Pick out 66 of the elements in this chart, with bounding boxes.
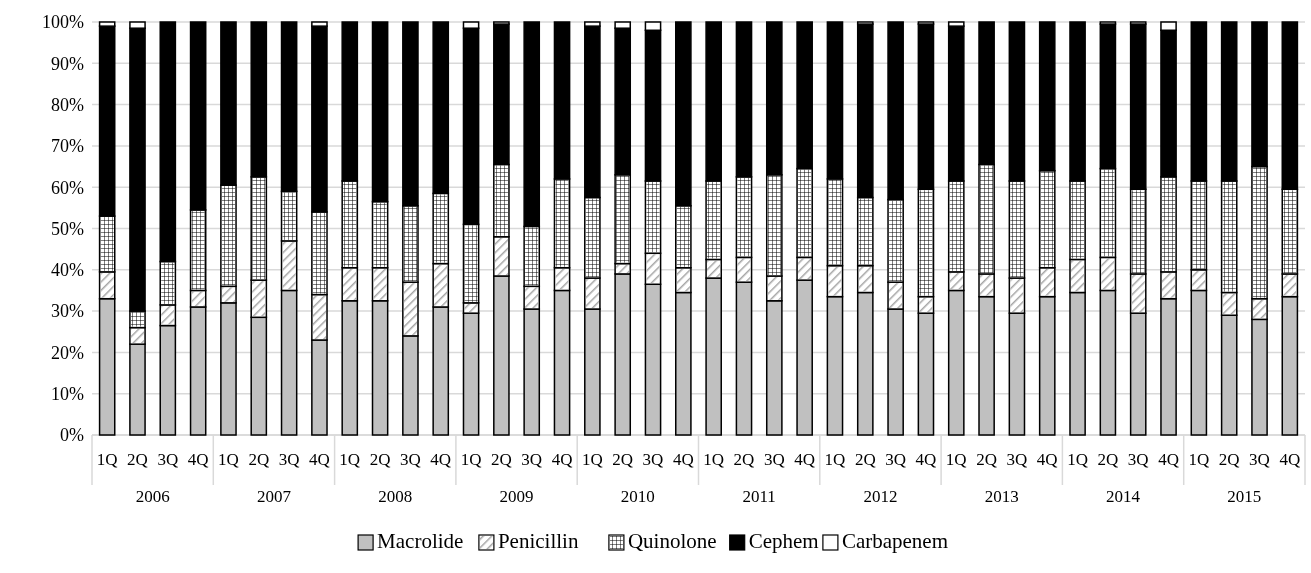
x-tick-label: 1Q (703, 450, 725, 469)
x-tick-label: 4Q (1158, 450, 1179, 469)
x-tick-label: 3Q (885, 450, 906, 469)
legend-label: Carbapenem (841, 529, 949, 553)
y-tick-label: 100% (42, 12, 84, 33)
y-tick-label: 90% (51, 53, 84, 74)
y-tick-label: 20% (51, 342, 84, 363)
y-tick-label: 70% (51, 136, 84, 157)
x-tick-label: 3Q (278, 450, 300, 469)
x-tick-label: 2Q (1218, 450, 1240, 469)
text: 2013 (984, 487, 1019, 506)
text: 2009 (499, 487, 534, 506)
x-tick-label: 2Q (854, 450, 876, 469)
text: 2007 (256, 487, 292, 506)
x-tick-label: 1Q (824, 450, 846, 469)
x-tick-label: 1Q (96, 450, 118, 469)
y-tick-label: 60% (51, 177, 84, 198)
x-tick-label: 4Q (915, 450, 937, 469)
text: 2012 (863, 487, 898, 506)
x-tick-label: 1Q (945, 450, 967, 469)
x-tick-label: 4Q (309, 450, 330, 469)
legend-label: Penicillin (497, 529, 579, 553)
text: 2015 (1227, 487, 1262, 506)
x-tick-label: 3Q (157, 450, 179, 469)
y-tick-label: 40% (51, 260, 84, 281)
x-tick-label: 4Q (794, 450, 816, 469)
x-tick-label: 1Q (1188, 450, 1210, 469)
text: 2008 (378, 487, 413, 506)
x-tick-label: 3Q (400, 450, 421, 469)
y-tick-label: 30% (51, 301, 84, 322)
y-tick-label: 80% (51, 94, 84, 115)
y-tick-label: 0% (60, 425, 84, 446)
y-tick-label: 10% (51, 384, 84, 404)
x-tick-label: 2Q (733, 450, 755, 469)
x-tick-label: 1Q (339, 450, 361, 469)
legend-label: Quinolone (627, 529, 717, 553)
x-tick-label: 2Q (491, 450, 512, 469)
x-tick-label: 2Q (248, 450, 270, 469)
x-tick-label: 1Q (218, 450, 239, 469)
text: 2011 (742, 487, 776, 506)
x-tick-label: 3Q (642, 450, 664, 469)
x-tick-label: 4Q (672, 450, 694, 469)
text: 2014 (1106, 487, 1141, 506)
y-tick-label: 50% (51, 218, 84, 239)
x-tick-label: 4Q (187, 450, 209, 469)
text: 2010 (620, 487, 655, 506)
x-tick-label: 3Q (1127, 450, 1149, 469)
x-tick-label: 2Q (1097, 450, 1119, 469)
x-tick-label: 2Q (976, 450, 997, 469)
x-tick-label: 3Q (521, 450, 543, 469)
x-tick-label: 3Q (763, 450, 785, 469)
x-tick-label: 1Q (460, 450, 482, 469)
legend-label: Cephem (748, 529, 819, 553)
x-tick-label: 4Q (1279, 450, 1301, 469)
x-tick-label: 1Q (1067, 450, 1088, 469)
x-tick-label: 1Q (581, 450, 603, 469)
x-tick-label: 2Q (612, 450, 634, 469)
x-tick-label: 2Q (127, 450, 148, 469)
x-tick-label: 2Q (369, 450, 391, 469)
x-tick-label: 3Q (1249, 450, 1270, 469)
text: 2006 (135, 487, 170, 506)
legend-label: Macrolide (377, 529, 464, 553)
x-tick-label: 4Q (551, 450, 573, 469)
x-tick-label: 3Q (1006, 450, 1028, 469)
x-tick-label: 4Q (430, 450, 452, 469)
x-tick-label: 4Q (1036, 450, 1058, 469)
